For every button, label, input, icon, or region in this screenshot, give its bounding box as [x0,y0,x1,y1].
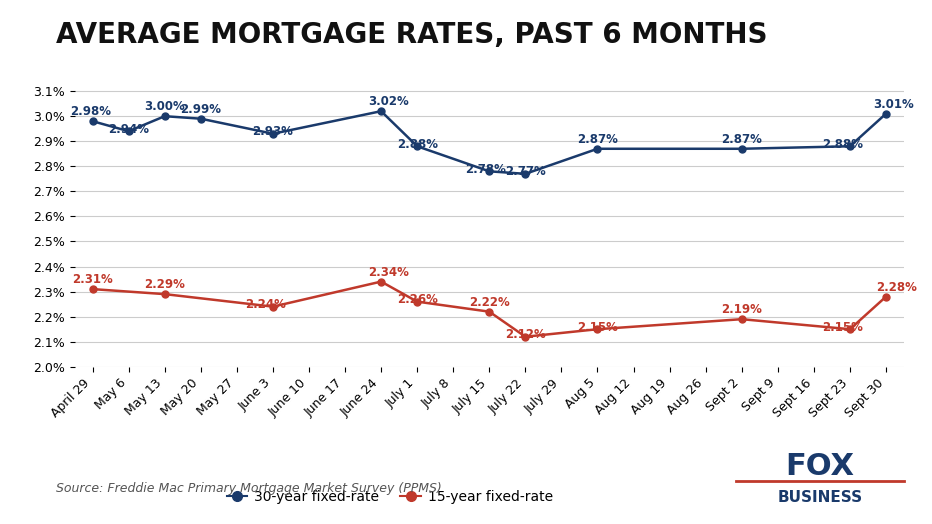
Text: 2.98%: 2.98% [70,105,111,118]
Text: 2.93%: 2.93% [253,125,294,138]
Text: 2.31%: 2.31% [72,273,113,286]
Text: 2.19%: 2.19% [721,303,762,316]
Text: 2.88%: 2.88% [397,138,438,151]
Text: 2.28%: 2.28% [876,281,917,293]
Text: 2.12%: 2.12% [505,328,546,341]
Text: 2.29%: 2.29% [144,278,185,291]
Text: 2.99%: 2.99% [180,103,221,116]
Text: 2.87%: 2.87% [721,133,762,146]
Text: 2.24%: 2.24% [245,298,286,311]
Text: 3.02%: 3.02% [368,95,409,108]
Text: AVERAGE MORTGAGE RATES, PAST 6 MONTHS: AVERAGE MORTGAGE RATES, PAST 6 MONTHS [56,21,767,49]
Text: 2.26%: 2.26% [397,293,438,306]
Text: 3.01%: 3.01% [873,97,913,111]
Text: 2.94%: 2.94% [108,123,149,136]
Text: 3.00%: 3.00% [144,100,185,113]
Text: 2.78%: 2.78% [465,163,506,176]
Text: 2.15%: 2.15% [577,321,618,334]
Text: BUSINESS: BUSINESS [777,490,863,505]
Text: 2.22%: 2.22% [469,296,510,309]
Text: FOX: FOX [786,452,855,481]
Text: 2.77%: 2.77% [505,166,546,178]
Text: 2.15%: 2.15% [822,321,863,334]
Text: 2.87%: 2.87% [577,133,618,146]
Text: 2.34%: 2.34% [368,266,409,279]
Text: 2.88%: 2.88% [822,138,863,151]
Text: Source: Freddie Mac Primary Mortgage Market Survey (PPMS): Source: Freddie Mac Primary Mortgage Mar… [56,482,442,495]
Legend: 30-year fixed-rate, 15-year fixed-rate: 30-year fixed-rate, 15-year fixed-rate [221,485,558,510]
